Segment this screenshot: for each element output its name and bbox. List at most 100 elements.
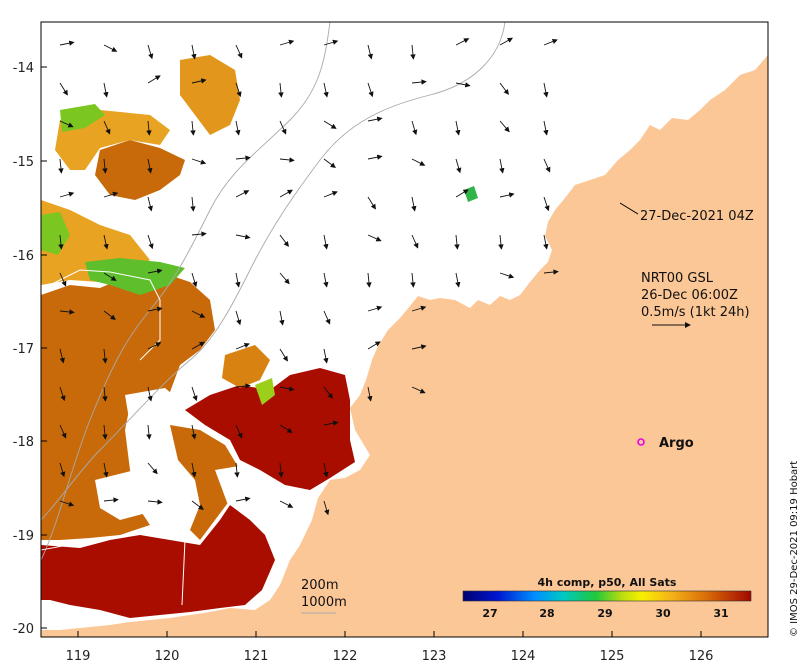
colorbar-tick: 27 xyxy=(482,607,497,620)
current-arrow xyxy=(235,272,241,288)
current-arrow xyxy=(191,462,197,478)
current-arrow xyxy=(410,44,416,60)
current-arrow xyxy=(279,500,294,508)
current-arrow xyxy=(279,310,285,326)
current-arrow xyxy=(499,120,510,133)
argo-label: Argo xyxy=(659,436,694,451)
y-axis: -14 -15 -16 -17 -18 -19 -20 xyxy=(13,61,47,637)
current-arrow xyxy=(411,386,426,394)
colorbar-tick: 31 xyxy=(713,607,728,620)
current-arrow xyxy=(102,424,108,440)
current-arrow xyxy=(235,190,250,198)
contour-1000m xyxy=(41,22,331,561)
sst-mid-patch-4 xyxy=(222,345,270,388)
current-arrow xyxy=(59,82,68,96)
y-tick-label: -18 xyxy=(13,435,34,450)
y-tick-label: -15 xyxy=(13,155,34,170)
current-arrow xyxy=(191,310,206,318)
current-arrow xyxy=(279,348,288,362)
current-arrow xyxy=(102,386,108,402)
current-arrow xyxy=(543,158,551,173)
vector-scale-label: 0.5m/s (1kt 24h) xyxy=(641,305,750,320)
cloud-gap-2 xyxy=(95,470,160,520)
current-arrow xyxy=(103,310,116,320)
current-arrow xyxy=(543,82,549,98)
current-arrow xyxy=(279,120,287,135)
current-arrow xyxy=(59,386,66,402)
current-arrow xyxy=(147,75,161,84)
current-arrow xyxy=(454,234,460,250)
current-arrow xyxy=(499,192,515,198)
current-arrow xyxy=(323,386,333,399)
current-arrow xyxy=(103,191,119,198)
x-tick-label: 123 xyxy=(422,649,447,664)
y-tick-label: -14 xyxy=(13,61,34,76)
current-arrow xyxy=(455,272,461,288)
current-arrow xyxy=(103,120,111,135)
current-arrow xyxy=(102,158,108,174)
current-arrow xyxy=(59,120,74,128)
x-tick-label: 121 xyxy=(244,649,269,664)
current-arrow xyxy=(191,44,197,60)
current-arrow xyxy=(147,234,154,250)
current-arrow xyxy=(323,420,339,426)
current-arrow xyxy=(367,116,383,122)
current-arrow xyxy=(103,462,109,478)
sst-warm-patch xyxy=(170,425,240,540)
current-arrow xyxy=(367,234,382,242)
current-arrow xyxy=(323,500,330,516)
current-arrow xyxy=(146,120,152,136)
current-arrow xyxy=(147,196,153,212)
x-tick-label: 122 xyxy=(333,649,358,664)
current-arrow xyxy=(146,424,152,440)
current-arrow xyxy=(323,120,337,129)
current-arrow xyxy=(499,37,513,46)
current-arrow xyxy=(278,462,284,478)
current-arrow xyxy=(323,39,339,46)
current-arrow xyxy=(411,344,427,350)
current-arrow xyxy=(235,424,243,439)
current-arrow xyxy=(411,234,419,249)
current-arrow xyxy=(147,386,153,402)
current-arrow xyxy=(191,158,207,165)
y-tick-label: -17 xyxy=(13,342,34,357)
argo-float-marker[interactable] xyxy=(637,438,645,446)
current-arrow xyxy=(455,158,462,174)
model-time: 26-Dec 06:00Z xyxy=(641,288,738,303)
current-arrow xyxy=(235,383,251,389)
current-arrow xyxy=(58,234,64,250)
current-arrow xyxy=(367,82,374,98)
contour-200m-label: 200m xyxy=(301,578,338,593)
current-arrow xyxy=(323,82,329,98)
land-mass xyxy=(41,55,768,637)
sst-warm-patch-2 xyxy=(95,140,185,200)
current-arrow xyxy=(323,310,331,325)
current-arrow xyxy=(59,348,65,364)
current-vector-field xyxy=(58,37,559,516)
current-arrow xyxy=(235,234,251,240)
current-arrow xyxy=(543,234,549,250)
current-arrow xyxy=(455,82,471,88)
current-arrow xyxy=(103,272,117,281)
colorbar-tick: 30 xyxy=(655,607,671,620)
current-arrow xyxy=(411,305,427,312)
current-arrow xyxy=(455,120,461,136)
current-arrow xyxy=(147,499,163,505)
sst-cool-patch-5 xyxy=(255,378,275,405)
cloud-gap xyxy=(125,388,185,430)
current-arrow xyxy=(191,231,207,237)
current-arrow xyxy=(147,44,154,60)
x-tick-label: 119 xyxy=(66,649,91,664)
x-tick-label: 120 xyxy=(155,649,180,664)
current-arrow xyxy=(191,78,207,84)
current-arrow xyxy=(279,386,295,392)
current-arrow xyxy=(59,500,75,507)
x-tick-label: 126 xyxy=(689,649,714,664)
current-arrow xyxy=(191,424,197,440)
current-arrow xyxy=(59,272,67,287)
current-arrow xyxy=(499,272,515,279)
current-arrow xyxy=(323,462,329,478)
current-arrow xyxy=(367,154,383,160)
current-arrow xyxy=(59,424,67,439)
current-arrow xyxy=(191,272,198,288)
